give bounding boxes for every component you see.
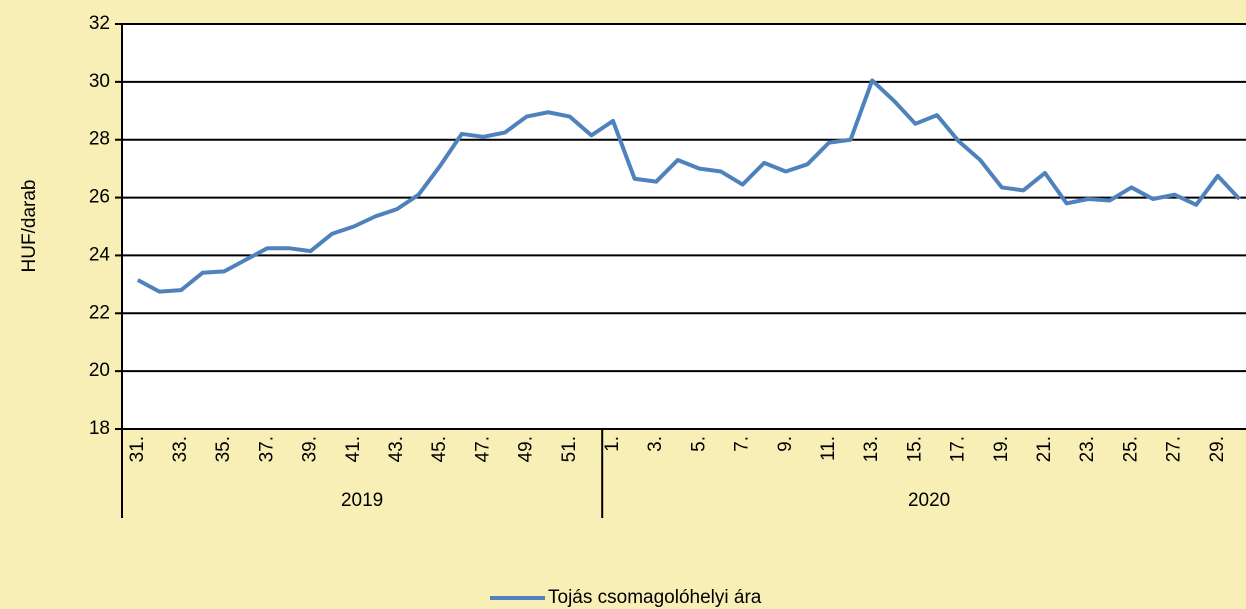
x-tick-label: 15. [904,436,925,462]
x-tick-label: 45. [429,436,450,462]
x-tick-label: 5. [688,436,709,452]
data-line [136,78,1241,294]
y-tick-label: 30 [89,71,110,92]
x-tick-label: 27. [1164,436,1185,462]
x-tick-label: 49. [516,436,537,462]
y-tick-label: 20 [89,360,110,381]
x-tick-label: 47. [472,436,493,462]
x-tick-label: 51. [559,436,580,462]
x-tick-label: 33. [170,436,191,462]
y-tick-label: 18 [89,418,110,439]
x-tick-label: 21. [1034,436,1055,462]
y-tick-label: 32 [89,13,110,34]
x-tick-label: 19. [991,436,1012,462]
x-tick-label: 37. [256,436,277,462]
group-label: 2019 [341,490,383,511]
y-axis-label: HUF/darab [19,180,40,273]
x-tick-label: 11. [818,436,839,461]
x-tick-label: 3. [645,436,666,452]
x-tick-label: 1. [602,436,623,452]
legend-label: Tojás csomagolóhelyi ára [548,587,762,608]
y-tick-label: 26 [89,187,110,208]
x-tick-label: 43. [386,436,407,462]
x-tick-label: 13. [861,436,882,462]
x-tick-label: 7. [732,436,753,452]
x-tick-label: 17. [948,436,969,462]
y-tick-label: 22 [89,302,110,323]
x-tick-label: 39. [300,436,321,462]
y-tick-label: 28 [89,129,110,150]
x-tick-label: 31. [127,436,148,462]
y-tick-label: 24 [89,244,111,265]
x-tick-label: 23. [1077,436,1098,462]
group-label: 2020 [908,490,950,511]
x-tick-label: 25. [1120,436,1141,462]
x-tick-label: 41. [343,436,364,462]
plot-area [122,24,1246,429]
x-tick-label: 9. [775,436,796,452]
x-tick-label: 35. [213,436,234,462]
x-tick-label: 29. [1207,436,1228,462]
